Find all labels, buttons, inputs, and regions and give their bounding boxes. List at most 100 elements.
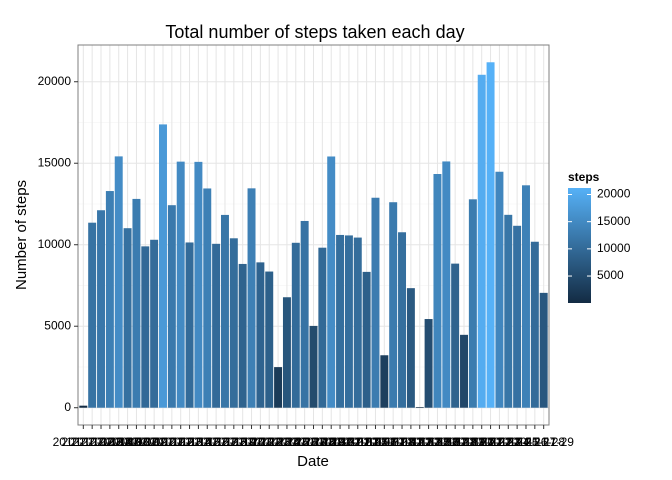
bar: [389, 202, 398, 408]
x-tick-label: 2012-10-29: [283, 435, 345, 449]
bar: [424, 319, 433, 408]
bar: [477, 74, 486, 408]
y-tick-label: 0: [64, 400, 71, 414]
y-axis-label: Number of steps: [13, 180, 30, 290]
bar: [433, 174, 442, 408]
x-tick-label: 2012-10-04: [70, 435, 132, 449]
legend-tick-label: 20000: [597, 187, 631, 201]
x-tick-label: 2012-11-02: [310, 435, 371, 449]
y-tick-label: 10000: [38, 237, 72, 251]
y-tick-label: 5000: [44, 318, 71, 332]
x-tick-label: 2012-11-24: [469, 435, 530, 449]
x-tick-label: 2012-11-15: [389, 435, 450, 449]
bar: [176, 161, 185, 408]
bar: [513, 225, 522, 408]
x-tick-label: 2012-10-11: [124, 435, 185, 449]
x-tick-label: 2012-11-06: [336, 435, 397, 449]
bar: [97, 210, 106, 408]
x-tick-label: 2012-10-23: [230, 435, 292, 449]
x-tick-label: 2012-10-28: [274, 435, 336, 449]
y-tick-label: 20000: [38, 74, 72, 88]
x-tick-label: 2012-11-26: [487, 435, 548, 449]
legend-title: steps: [568, 170, 600, 184]
bar: [353, 237, 362, 408]
x-tick-label: 2012-11-18: [416, 435, 477, 449]
x-tick-label: 2012-10-13: [141, 435, 203, 449]
bar: [159, 124, 167, 408]
bar: [291, 242, 300, 408]
bar: [194, 161, 203, 408]
x-axis-label: Date: [297, 453, 329, 470]
x-tick-label: 2012-10-02: [53, 435, 115, 449]
x-tick-label: 2012-10-07: [97, 435, 159, 449]
x-tick-label: 2012-10-30: [292, 435, 354, 449]
x-tick-label: 2012-10-26: [256, 435, 318, 449]
bar: [265, 271, 274, 408]
bar: [460, 334, 468, 408]
x-tick-label: 2012-10-09: [106, 435, 168, 449]
bar: [105, 191, 114, 408]
x-tick-label: 2012-10-18: [185, 435, 247, 449]
bar: [398, 232, 407, 408]
x-tick-label: 2012-10-27: [265, 435, 327, 449]
bar: [79, 405, 88, 408]
colorbar: [568, 188, 591, 303]
bar: [468, 199, 477, 408]
legend-tick-label: 10000: [597, 241, 631, 255]
bar: [380, 355, 389, 408]
x-tick-label: 2012-11-08: [354, 435, 415, 449]
bar: [203, 188, 212, 408]
bar: [123, 228, 132, 408]
x-tick-label: 2012-10-05: [79, 435, 141, 449]
bar: [504, 214, 513, 408]
bar: [256, 262, 265, 408]
x-tick-label: 2012-10-20: [203, 435, 265, 449]
bar: [371, 197, 380, 408]
bar: [451, 263, 460, 408]
bar: [167, 205, 176, 408]
bar: [415, 407, 424, 408]
bar: [344, 235, 353, 408]
bar: [486, 62, 495, 408]
x-tick-label: 2012-10-16: [168, 435, 230, 449]
bar: [88, 222, 97, 408]
x-tick-label: 2012-11-03: [319, 435, 380, 449]
x-tick-label: 2012-10-24: [239, 435, 301, 449]
x-tick-label: 2012-11-05: [328, 435, 389, 449]
bar: [212, 243, 221, 408]
x-tick-label: 2012-10-10: [115, 435, 177, 449]
bar: [300, 220, 309, 408]
bar: [327, 156, 336, 408]
x-tick-label: 2012-11-28: [505, 435, 566, 449]
bar: [530, 241, 539, 408]
x-tick-label: 2012-10-17: [177, 435, 239, 449]
bar: [150, 239, 159, 408]
bar: [132, 198, 141, 408]
bar: [238, 263, 247, 408]
x-tick-label: 2012-10-21: [212, 435, 274, 449]
bar: [442, 161, 451, 408]
x-tick-label: 2012-10-25: [247, 435, 309, 449]
x-tick-label: 2012-11-22: [451, 435, 512, 449]
bar: [282, 297, 291, 408]
legend-tick-label: 5000: [597, 268, 624, 282]
bar: [274, 367, 283, 408]
x-tick-label: 2012-11-19: [425, 435, 486, 449]
chart-title: Total number of steps taken each day: [165, 22, 464, 42]
x-tick-label: 2012-10-15: [159, 435, 221, 449]
bar: [114, 156, 123, 408]
x-tick-label: 2012-10-03: [61, 435, 123, 449]
legend-tick-label: 15000: [597, 214, 631, 228]
bar: [185, 242, 194, 408]
x-tick-label: 2012-11-25: [478, 435, 539, 449]
bar: [247, 188, 256, 408]
bar: [495, 171, 504, 408]
x-tick-label: 2012-10-19: [194, 435, 256, 449]
bar: [229, 238, 238, 408]
x-tick-label: 2012-11-16: [398, 435, 459, 449]
x-tick-label: 2012-11-21: [443, 435, 504, 449]
x-tick-label: 2012-11-12: [372, 435, 433, 449]
x-tick-label: 2012-11-13: [381, 435, 442, 449]
bar: [521, 185, 530, 408]
